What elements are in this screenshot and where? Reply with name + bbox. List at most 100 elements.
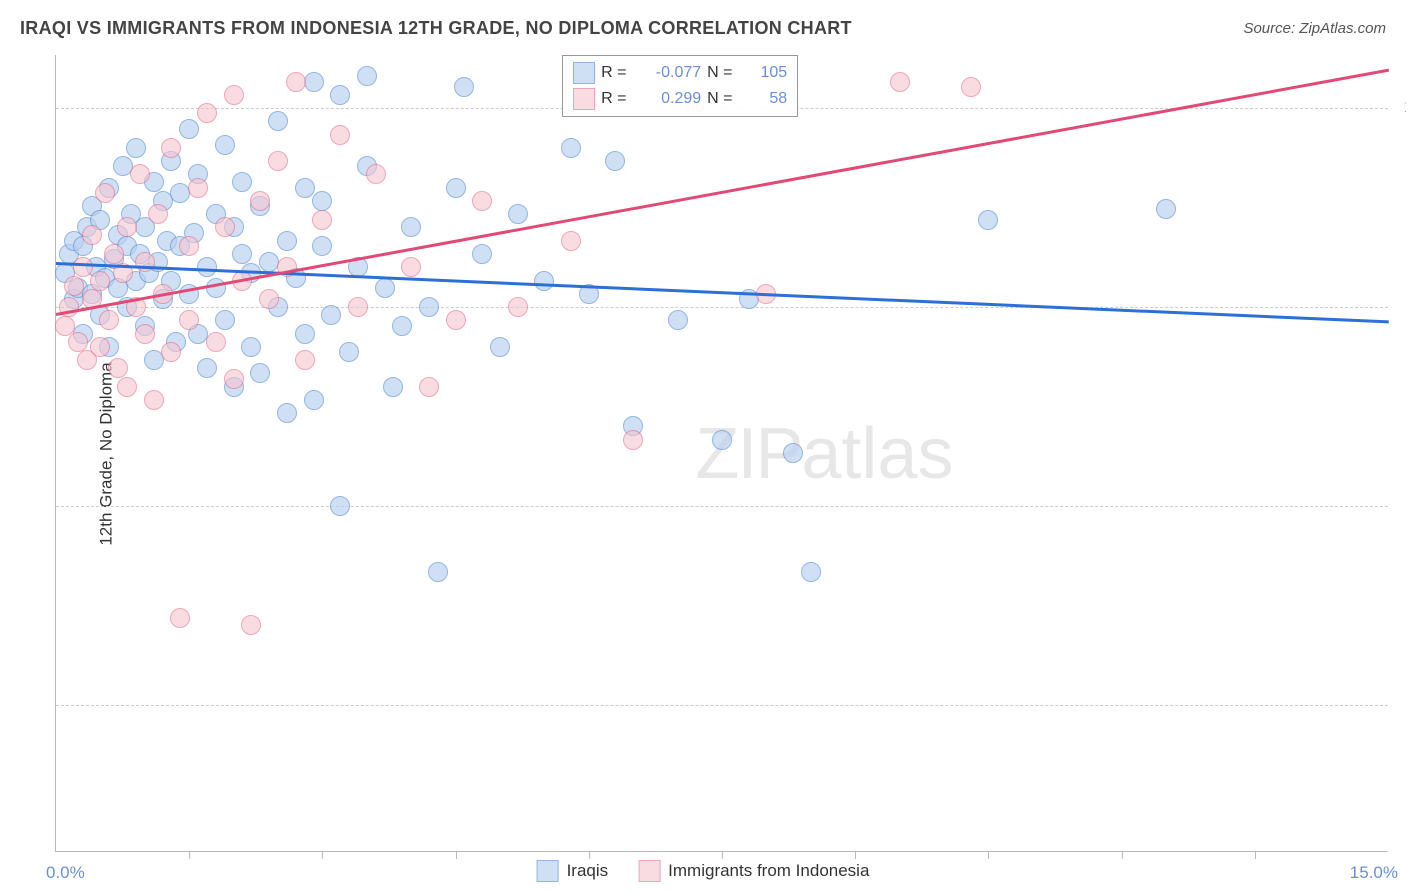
- data-point: [605, 151, 625, 171]
- x-tick: [189, 851, 190, 859]
- data-point: [304, 72, 324, 92]
- data-point: [472, 191, 492, 211]
- gridline: [56, 705, 1388, 706]
- data-point: [148, 204, 168, 224]
- data-point: [241, 615, 261, 635]
- chart-title: IRAQI VS IMMIGRANTS FROM INDONESIA 12TH …: [20, 18, 852, 39]
- header: IRAQI VS IMMIGRANTS FROM INDONESIA 12TH …: [0, 0, 1406, 49]
- data-point: [170, 608, 190, 628]
- x-tick: [456, 851, 457, 859]
- gridline: [56, 307, 1388, 308]
- data-point: [383, 377, 403, 397]
- data-point: [117, 377, 137, 397]
- data-point: [224, 85, 244, 105]
- n-label: N =: [707, 64, 741, 82]
- data-point: [339, 342, 359, 362]
- trend-line: [56, 262, 1389, 323]
- data-point: [330, 85, 350, 105]
- data-point: [401, 217, 421, 237]
- data-point: [215, 310, 235, 330]
- data-point: [277, 231, 297, 251]
- data-point: [472, 244, 492, 264]
- data-point: [126, 138, 146, 158]
- data-point: [135, 324, 155, 344]
- x-tick: [322, 851, 323, 859]
- r-label: R =: [601, 90, 635, 108]
- data-point: [277, 403, 297, 423]
- data-point: [206, 332, 226, 352]
- stats-legend: R =-0.077N =105R =0.299N =58: [562, 55, 798, 117]
- data-point: [161, 138, 181, 158]
- data-point: [561, 231, 581, 251]
- data-point: [68, 332, 88, 352]
- data-point: [295, 178, 315, 198]
- data-point: [712, 430, 732, 450]
- bottom-legend: Iraqis Immigrants from Indonesia: [537, 860, 870, 882]
- n-value: 58: [747, 90, 787, 108]
- data-point: [1156, 199, 1176, 219]
- data-point: [215, 135, 235, 155]
- data-point: [348, 297, 368, 317]
- data-point: [161, 342, 181, 362]
- data-point: [312, 210, 332, 230]
- data-point: [419, 297, 439, 317]
- n-value: 105: [747, 64, 787, 82]
- data-point: [135, 252, 155, 272]
- r-label: R =: [601, 64, 635, 82]
- data-point: [534, 271, 554, 291]
- data-point: [188, 178, 208, 198]
- data-point: [330, 496, 350, 516]
- data-point: [117, 217, 137, 237]
- data-point: [179, 236, 199, 256]
- swatch-indonesia: [638, 860, 660, 882]
- data-point: [623, 430, 643, 450]
- legend-label-indonesia: Immigrants from Indonesia: [668, 861, 869, 881]
- data-point: [312, 191, 332, 211]
- data-point: [295, 350, 315, 370]
- data-point: [392, 316, 412, 336]
- data-point: [99, 310, 119, 330]
- data-point: [401, 257, 421, 277]
- data-point: [224, 369, 244, 389]
- data-point: [508, 204, 528, 224]
- data-point: [490, 337, 510, 357]
- data-point: [104, 244, 124, 264]
- data-point: [304, 390, 324, 410]
- legend-item-indonesia: Immigrants from Indonesia: [638, 860, 869, 882]
- data-point: [108, 358, 128, 378]
- x-tick: [1122, 851, 1123, 859]
- data-point: [90, 337, 110, 357]
- data-point: [961, 77, 981, 97]
- data-point: [144, 390, 164, 410]
- data-point: [197, 257, 217, 277]
- data-point: [197, 103, 217, 123]
- data-point: [130, 164, 150, 184]
- data-point: [82, 225, 102, 245]
- data-point: [801, 562, 821, 582]
- data-point: [357, 66, 377, 86]
- watermark: ZIPatlas: [695, 413, 953, 495]
- data-point: [561, 138, 581, 158]
- data-point: [90, 271, 110, 291]
- data-point: [232, 244, 252, 264]
- gridline: [56, 506, 1388, 507]
- stats-legend-row: R = 0.299 N = 58: [573, 86, 787, 112]
- data-point: [268, 151, 288, 171]
- data-point: [428, 562, 448, 582]
- swatch-icon: [573, 88, 595, 110]
- data-point: [197, 358, 217, 378]
- data-point: [64, 276, 84, 296]
- r-value: 0.299: [641, 90, 701, 108]
- data-point: [419, 377, 439, 397]
- data-point: [295, 324, 315, 344]
- data-point: [366, 164, 386, 184]
- n-label: N =: [707, 90, 741, 108]
- data-point: [232, 172, 252, 192]
- data-point: [179, 310, 199, 330]
- stats-legend-row: R =-0.077N =105: [573, 60, 787, 86]
- x-min-label: 0.0%: [46, 863, 85, 883]
- chart-container: 12th Grade, No Diploma 77.5%85.0%92.5%10…: [55, 55, 1388, 852]
- data-point: [215, 217, 235, 237]
- x-tick: [589, 851, 590, 859]
- x-tick: [1255, 851, 1256, 859]
